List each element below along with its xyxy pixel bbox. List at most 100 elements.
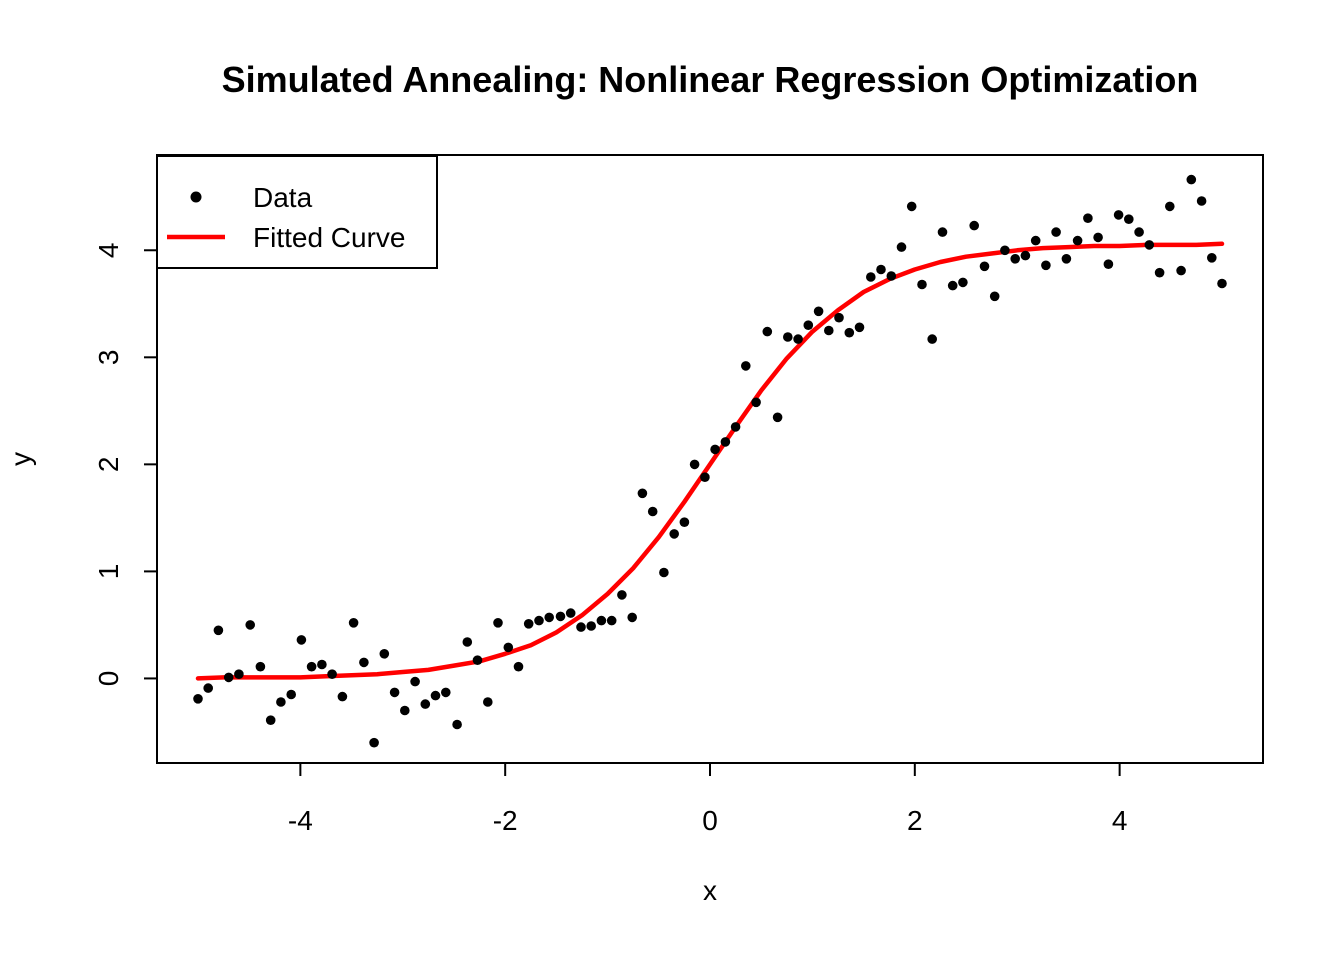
data-point [286,689,297,700]
data-point [379,649,390,659]
data-point [596,615,607,626]
data-point [462,637,473,647]
x-tick-label: -4 [288,805,313,836]
data-point [844,327,855,338]
fitted-curve [195,241,1225,681]
data-point [1000,245,1010,256]
data-point [452,719,462,730]
legend-label-data: Data [253,182,313,213]
data-point [503,642,514,653]
data-point [565,608,576,618]
x-tick-label: 0 [702,805,718,836]
y-tick-label: 4 [93,242,124,258]
data-point [1072,235,1083,246]
data-point [234,669,244,679]
data-point [813,306,824,317]
data-point [1134,227,1144,237]
data-point [400,705,410,716]
data-point [762,326,773,337]
data-point [223,672,234,683]
data-point [359,657,369,668]
data-point [1207,252,1217,263]
legend-label-fitted-curve: Fitted Curve [253,222,406,253]
data-point [772,412,783,423]
scatter-points-layer [193,174,1227,748]
data-point [337,691,348,702]
data-point [513,661,524,672]
data-point [637,488,648,499]
fitted-curve-layer [195,241,1225,681]
data-point [213,625,224,636]
data-point [927,334,937,344]
data-point [441,687,451,698]
data-point [555,611,566,622]
data-point [876,264,886,275]
data-point [710,444,720,455]
data-point [989,291,1000,302]
data-point [276,697,286,707]
data-point [958,277,968,288]
data-point [430,690,441,701]
data-point [420,699,431,709]
data-point [866,272,876,282]
data-point [472,655,483,665]
data-point [917,279,927,290]
data-point [793,334,803,344]
data-point [1124,214,1134,224]
data-point [969,220,979,231]
data-point [348,618,359,628]
data-point [1154,267,1165,278]
data-point [937,227,948,237]
data-point [689,459,700,470]
data-point [1020,250,1031,261]
data-point [1061,253,1072,264]
data-point [617,590,627,600]
data-point [1176,265,1186,276]
data-point [896,242,907,252]
data-point [317,659,327,670]
data-point [700,472,710,483]
data-point [327,669,337,679]
data-point [296,635,307,645]
data-point [1093,232,1103,243]
data-point [741,361,751,371]
data-point [1113,210,1124,220]
data-point [1010,253,1020,264]
legend-box [156,155,438,269]
data-point [483,697,493,707]
data-point [586,621,596,631]
data-point [906,201,917,212]
data-point [265,715,276,725]
data-point [1030,235,1041,246]
legend: Data Fitted Curve [156,155,438,269]
y-tick-label: 3 [93,350,124,366]
data-point [1103,259,1114,270]
data-point [979,261,990,272]
data-point [947,280,958,291]
data-point [523,619,534,629]
data-point [606,615,617,626]
data-point [1186,174,1197,185]
data-point [854,322,865,333]
y-tick-label: 0 [93,671,124,687]
data-point [1217,278,1227,289]
y-tick-label: 2 [93,457,124,473]
data-point [720,437,731,447]
data-point [886,271,897,281]
data-point [824,325,834,336]
y-tick-label: 1 [93,564,124,580]
data-point [1165,201,1175,212]
y-axis-ticks: 0 1 2 3 4 [93,242,157,686]
data-point [751,397,761,408]
data-point [1196,196,1207,206]
data-point [1083,213,1093,223]
data-point [255,661,266,672]
y-axis-label: y [5,452,36,466]
x-tick-label: 4 [1112,805,1128,836]
data-point [659,567,669,578]
data-point [576,622,586,632]
data-point [193,694,203,704]
data-point [544,612,554,623]
data-point [369,737,379,748]
